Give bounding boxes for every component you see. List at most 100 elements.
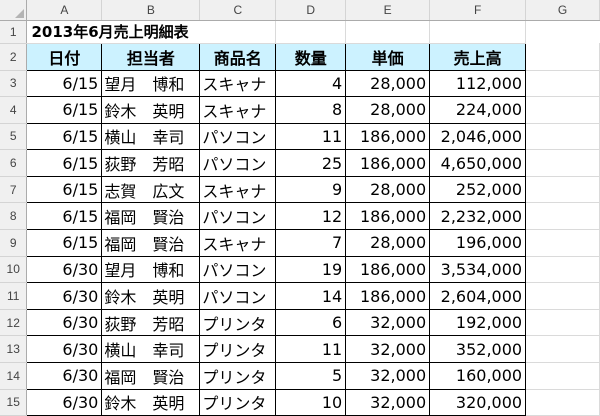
cell-quantity[interactable]: 25 <box>275 149 347 177</box>
row-header-14[interactable]: 14 <box>0 362 28 390</box>
header-cell-sales[interactable]: 売上高 <box>429 42 527 71</box>
cell-unit-price[interactable]: 186,000 <box>345 282 431 310</box>
cell-unit-price[interactable]: 186,000 <box>345 122 431 151</box>
row-header-5[interactable]: 5 <box>0 123 28 151</box>
cell-product[interactable]: プリンタ <box>199 362 277 390</box>
header-cell-unit-price[interactable]: 単価 <box>345 42 431 71</box>
cell-sales[interactable]: 112,000 <box>429 69 527 98</box>
cell-product[interactable]: スキャナ <box>199 69 277 98</box>
header-cell-date[interactable]: 日付 <box>26 42 103 71</box>
header-cell-staff[interactable]: 担当者 <box>101 42 201 71</box>
cell-quantity[interactable]: 10 <box>275 388 347 416</box>
cell-date[interactable]: 6/30 <box>26 335 103 364</box>
cell-sales[interactable]: 352,000 <box>429 335 527 364</box>
cell-unit-price[interactable]: 32,000 <box>345 362 431 390</box>
cell-date[interactable]: 6/15 <box>26 149 103 177</box>
row-header-7[interactable]: 7 <box>0 176 28 204</box>
cell-quantity[interactable]: 19 <box>275 255 347 284</box>
cell-g[interactable] <box>525 256 600 284</box>
cell-e1[interactable] <box>275 20 347 44</box>
cell-sales[interactable]: 3,534,000 <box>429 255 527 284</box>
cell-g[interactable] <box>525 229 600 257</box>
cell-g[interactable] <box>525 70 600 98</box>
row-header-10[interactable]: 10 <box>0 256 28 284</box>
cell-g1[interactable] <box>429 20 527 44</box>
cell-product[interactable]: パソコン <box>199 149 277 177</box>
row-header-9[interactable]: 9 <box>0 229 28 257</box>
cell-sales[interactable]: 2,046,000 <box>429 122 527 151</box>
row-header-6[interactable]: 6 <box>0 149 28 177</box>
cell-product[interactable]: プリンタ <box>199 335 277 364</box>
cell-quantity[interactable]: 11 <box>275 122 347 151</box>
row-header-1[interactable]: 1 <box>0 20 28 44</box>
cell-unit-price[interactable]: 28,000 <box>345 69 431 98</box>
cell-sales[interactable]: 2,232,000 <box>429 202 527 231</box>
cell-unit-price[interactable]: 32,000 <box>345 308 431 337</box>
cell-product[interactable]: スキャナ <box>199 175 277 204</box>
cell-staff[interactable]: 望月 博和 <box>101 255 201 284</box>
cell-g[interactable] <box>525 335 600 364</box>
cell-product[interactable]: パソコン <box>199 202 277 231</box>
row-header-11[interactable]: 11 <box>0 282 28 310</box>
cell-sales[interactable]: 160,000 <box>429 362 527 390</box>
cell-unit-price[interactable]: 28,000 <box>345 96 431 124</box>
cell-quantity[interactable]: 11 <box>275 335 347 364</box>
cell-staff[interactable]: 望月 博和 <box>101 69 201 98</box>
cell-g[interactable] <box>525 96 600 124</box>
cell-quantity[interactable]: 5 <box>275 362 347 390</box>
cell-product[interactable]: パソコン <box>199 282 277 310</box>
cell-unit-price[interactable]: 32,000 <box>345 388 431 416</box>
select-all-corner[interactable] <box>0 0 28 21</box>
cell-product[interactable]: プリンタ <box>199 388 277 416</box>
cell-sales[interactable]: 2,604,000 <box>429 282 527 310</box>
column-header-g[interactable]: G <box>525 0 600 21</box>
cell-unit-price[interactable]: 186,000 <box>345 202 431 231</box>
row-header-4[interactable]: 4 <box>0 96 28 124</box>
cell-quantity[interactable]: 8 <box>275 96 347 124</box>
cell-date[interactable]: 6/15 <box>26 229 103 257</box>
row-header-12[interactable]: 12 <box>0 309 28 337</box>
row-header-15[interactable]: 15 <box>0 389 28 416</box>
cell-unit-price[interactable]: 32,000 <box>345 335 431 364</box>
row-header-2[interactable]: 2 <box>0 43 28 71</box>
cell-staff[interactable]: 横山 幸司 <box>101 335 201 364</box>
cell-sales[interactable]: 4,650,000 <box>429 149 527 177</box>
cell-sales[interactable]: 224,000 <box>429 96 527 124</box>
column-header-f[interactable]: F <box>429 0 527 21</box>
cell-date[interactable]: 6/30 <box>26 282 103 310</box>
cell-date[interactable]: 6/15 <box>26 122 103 151</box>
cell-g[interactable] <box>525 176 600 204</box>
cell-staff[interactable]: 福岡 賢治 <box>101 362 201 390</box>
cell-staff[interactable]: 福岡 賢治 <box>101 202 201 231</box>
cell-unit-price[interactable]: 186,000 <box>345 255 431 284</box>
cell-quantity[interactable]: 6 <box>275 308 347 337</box>
cell-unit-price[interactable]: 28,000 <box>345 229 431 257</box>
cell-quantity[interactable]: 14 <box>275 282 347 310</box>
cell-sales[interactable]: 192,000 <box>429 308 527 337</box>
cell-unit-price[interactable]: 28,000 <box>345 175 431 204</box>
cell-date[interactable]: 6/30 <box>26 308 103 337</box>
cell-sales[interactable]: 196,000 <box>429 229 527 257</box>
row-header-3[interactable]: 3 <box>0 70 28 98</box>
cell-g[interactable] <box>525 389 600 416</box>
cell-g2[interactable] <box>525 43 600 71</box>
cell-staff[interactable]: 鈴木 英明 <box>101 388 201 416</box>
cell-quantity[interactable]: 4 <box>275 69 347 98</box>
cell-f1[interactable] <box>345 20 431 44</box>
cell-product[interactable]: スキャナ <box>199 229 277 257</box>
cell-quantity[interactable]: 7 <box>275 229 347 257</box>
column-header-b[interactable]: B <box>101 0 201 21</box>
cell-date[interactable]: 6/30 <box>26 362 103 390</box>
cell-date[interactable]: 6/30 <box>26 255 103 284</box>
cell-quantity[interactable]: 12 <box>275 202 347 231</box>
cell-g[interactable] <box>525 282 600 310</box>
cell-g[interactable] <box>525 149 600 177</box>
cell-staff[interactable]: 横山 幸司 <box>101 122 201 151</box>
row-header-8[interactable]: 8 <box>0 202 28 231</box>
row-header-13[interactable]: 13 <box>0 335 28 364</box>
cell-date[interactable]: 6/15 <box>26 69 103 98</box>
sheet-title-cell[interactable]: 2013年6月売上明細表 <box>26 20 277 44</box>
cell-date[interactable]: 6/30 <box>26 388 103 416</box>
cell-product[interactable]: パソコン <box>199 122 277 151</box>
column-header-d[interactable]: D <box>275 0 347 21</box>
